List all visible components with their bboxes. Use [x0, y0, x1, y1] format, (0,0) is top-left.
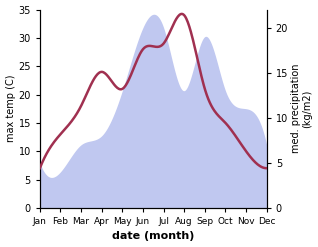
Y-axis label: med. precipitation
(kg/m2): med. precipitation (kg/m2) — [291, 64, 313, 153]
X-axis label: date (month): date (month) — [112, 231, 194, 242]
Y-axis label: max temp (C): max temp (C) — [5, 75, 16, 143]
